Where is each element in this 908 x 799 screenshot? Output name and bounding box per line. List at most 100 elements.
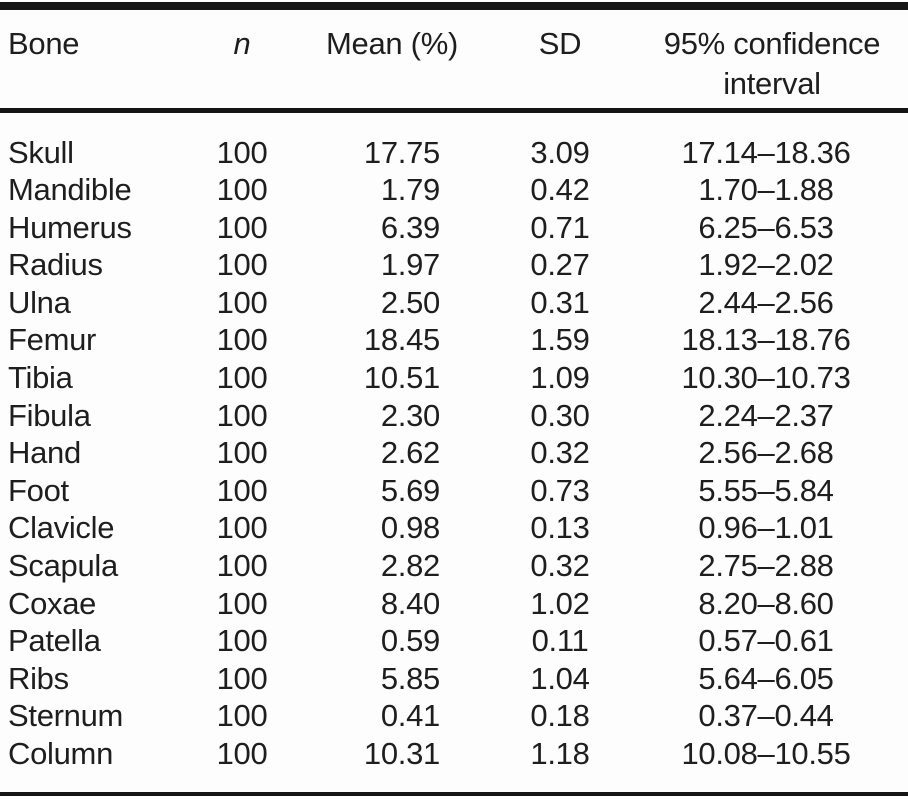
cell-n: 100 <box>216 435 268 471</box>
cell-ci: 10.08–10.55 <box>681 736 851 771</box>
cell-n: 100 <box>216 548 268 584</box>
cell-ci: 2.44–2.56 <box>698 284 834 320</box>
cell-ci: 6.25–6.53 <box>698 209 834 245</box>
cell-sd: 0.32 <box>530 435 590 471</box>
table-top-rule <box>0 2 908 10</box>
cell-sd: 0.32 <box>530 548 590 584</box>
cell-ci: 2.56–2.68 <box>698 435 834 471</box>
cell-bone: Column <box>8 736 114 771</box>
cell-sd: 0.71 <box>530 209 590 245</box>
cell-sd: 0.18 <box>530 698 590 734</box>
table-row: Scapula 100 2.82 0.32 2.75–2.88 <box>0 547 908 585</box>
cell-bone: Tibia <box>8 360 73 396</box>
cell-n: 100 <box>216 134 268 170</box>
cell-n: 100 <box>216 284 268 320</box>
cell-bone: Mandible <box>8 172 132 208</box>
cell-sd: 1.04 <box>530 660 590 696</box>
cell-mean: 8.40 <box>380 585 440 621</box>
table-row: Ribs 100 5.85 1.04 5.64–6.05 <box>0 660 908 698</box>
header-mean: Mean (%) <box>288 10 496 113</box>
cell-n: 100 <box>216 209 268 245</box>
cell-mean: 2.30 <box>380 397 440 433</box>
header-bone: Bone <box>0 10 196 113</box>
cell-sd: 1.59 <box>530 322 590 358</box>
table-row: Coxae 100 8.40 1.02 8.20–8.60 <box>0 585 908 623</box>
cell-mean: 5.85 <box>380 660 440 696</box>
cell-n: 100 <box>216 698 268 734</box>
cell-bone: Ribs <box>8 660 69 696</box>
cell-ci: 10.30–10.73 <box>681 360 851 396</box>
table-header: Bone n Mean (%) SD 95% confidence interv… <box>0 10 908 113</box>
cell-ci: 1.70–1.88 <box>698 172 834 208</box>
header-row: Bone n Mean (%) SD 95% confidence interv… <box>0 10 908 113</box>
cell-mean: 17.75 <box>363 134 440 170</box>
cell-n: 100 <box>216 360 268 396</box>
cell-sd: 3.09 <box>530 134 590 170</box>
cell-sd: 0.30 <box>530 397 590 433</box>
table-row: Radius 100 1.97 0.27 1.92–2.02 <box>0 246 908 284</box>
cell-n: 100 <box>216 736 268 771</box>
cell-bone: Foot <box>8 472 69 508</box>
header-sd: SD <box>496 10 624 113</box>
cell-mean: 6.39 <box>380 209 440 245</box>
table-bottom-rule <box>0 792 908 796</box>
cell-n: 100 <box>216 660 268 696</box>
table-body: Skull 100 17.75 3.09 17.14–18.36 Mandibl… <box>0 110 908 773</box>
table-row: Mandible 100 1.79 0.42 1.70–1.88 <box>0 171 908 209</box>
cell-mean: 1.97 <box>380 247 440 283</box>
table-row: Hand 100 2.62 0.32 2.56–2.68 <box>0 434 908 472</box>
cell-ci: 2.75–2.88 <box>698 548 834 584</box>
table-row: Patella 100 0.59 0.11 0.57–0.61 <box>0 622 908 660</box>
cell-n: 100 <box>216 585 268 621</box>
table-row: Clavicle 100 0.98 0.13 0.96–1.01 <box>0 509 908 547</box>
cell-n: 100 <box>216 172 268 208</box>
cell-sd: 1.18 <box>530 736 590 771</box>
cell-sd: 0.11 <box>531 623 589 659</box>
cell-sd: 1.02 <box>530 585 590 621</box>
table-row: Column 100 10.31 1.18 10.08–10.55 <box>0 735 908 773</box>
cell-n: 100 <box>216 472 268 508</box>
cell-ci: 5.55–5.84 <box>698 472 834 508</box>
cell-ci: 1.92–2.02 <box>698 247 834 283</box>
cell-n: 100 <box>216 623 268 659</box>
cell-mean: 18.45 <box>363 322 440 358</box>
header-n: n <box>196 10 288 113</box>
cell-ci: 5.64–6.05 <box>698 660 834 696</box>
cell-n: 100 <box>216 397 268 433</box>
cell-mean: 2.82 <box>380 548 440 584</box>
table-row: Fibula 100 2.30 0.30 2.24–2.37 <box>0 397 908 435</box>
cell-sd: 0.31 <box>530 284 590 320</box>
cell-sd: 1.09 <box>530 360 590 396</box>
bone-statistics-table: Bone n Mean (%) SD 95% confidence interv… <box>0 10 908 773</box>
table-row: Femur 100 18.45 1.59 18.13–18.76 <box>0 321 908 359</box>
table-row: Ulna 100 2.50 0.31 2.44–2.56 <box>0 284 908 322</box>
cell-mean: 10.31 <box>363 736 440 771</box>
cell-bone: Patella <box>8 623 101 659</box>
cell-mean: 1.79 <box>380 172 440 208</box>
cell-mean: 2.50 <box>380 284 440 320</box>
cell-sd: 0.27 <box>530 247 590 283</box>
table-row: Foot 100 5.69 0.73 5.55–5.84 <box>0 472 908 510</box>
cell-ci: 17.14–18.36 <box>681 134 851 170</box>
cell-bone: Coxae <box>8 585 97 621</box>
cell-sd: 0.42 <box>530 172 590 208</box>
cell-bone: Scapula <box>8 548 118 584</box>
table-row: Sternum 100 0.41 0.18 0.37–0.44 <box>0 697 908 735</box>
cell-ci: 0.57–0.61 <box>698 623 834 659</box>
cell-ci: 18.13–18.76 <box>681 322 851 358</box>
cell-mean: 10.51 <box>363 360 440 396</box>
cell-n: 100 <box>216 247 268 283</box>
cell-mean: 5.69 <box>380 472 440 508</box>
table-row: Skull 100 17.75 3.09 17.14–18.36 <box>0 110 908 171</box>
cell-bone: Ulna <box>8 284 71 320</box>
table-row: Humerus 100 6.39 0.71 6.25–6.53 <box>0 209 908 247</box>
cell-ci: 0.96–1.01 <box>698 510 834 546</box>
cell-bone: Radius <box>8 247 103 283</box>
cell-n: 100 <box>216 510 268 546</box>
cell-bone: Clavicle <box>8 510 115 546</box>
cell-ci: 2.24–2.37 <box>698 397 834 433</box>
cell-n: 100 <box>216 322 268 358</box>
cell-sd: 0.73 <box>530 472 590 508</box>
header-confidence-interval: 95% confidence interval <box>624 10 908 113</box>
